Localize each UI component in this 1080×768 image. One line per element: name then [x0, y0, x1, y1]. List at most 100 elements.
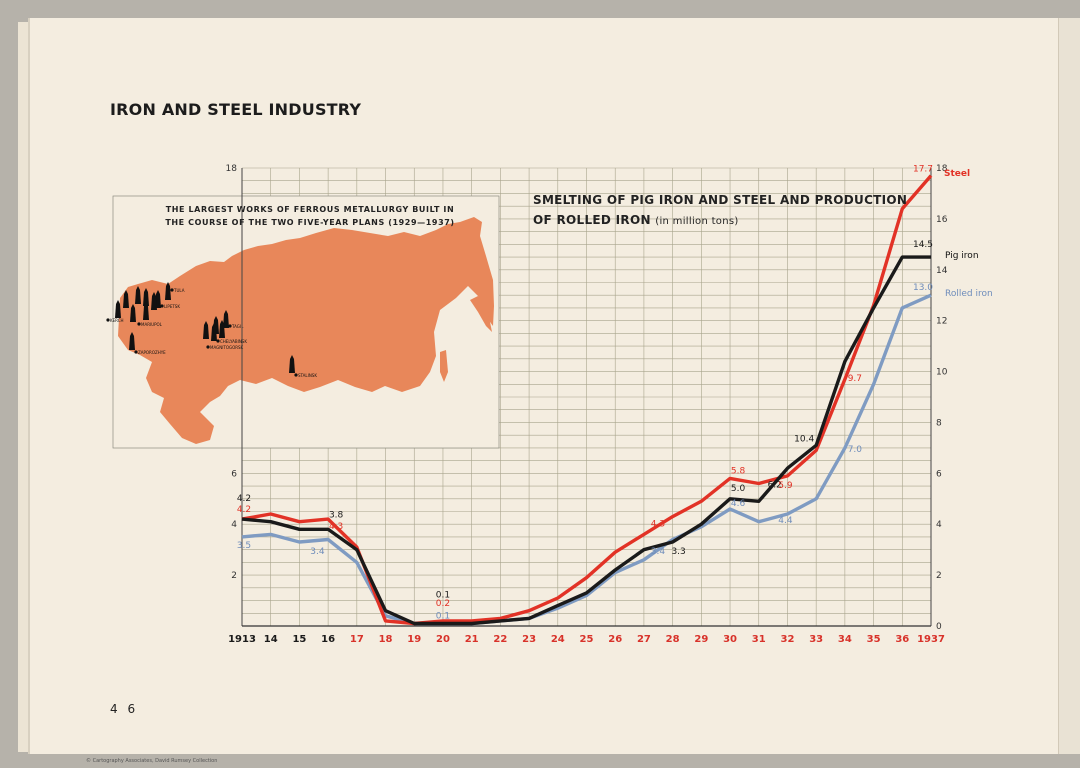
data-label: 4.3: [651, 519, 665, 529]
x-tick-label: 31: [752, 634, 766, 645]
data-label: 5.0: [731, 484, 746, 494]
blast-furnace-icon: [115, 300, 121, 318]
data-label: 0.1: [436, 611, 450, 621]
data-label: 13.0: [913, 283, 933, 293]
data-label: 14.5: [913, 240, 933, 250]
y-tick-right: 14: [936, 266, 948, 276]
x-tick-label: 29: [694, 634, 708, 645]
x-tick-label: 26: [608, 634, 622, 645]
blast-furnace-icon: [123, 290, 129, 308]
x-tick-label: 25: [580, 634, 594, 645]
x-tick-label: 22: [493, 634, 507, 645]
x-tick-label: 14: [264, 634, 278, 645]
city-dot: [137, 322, 141, 326]
series-label-rolled-iron: Rolled iron: [945, 289, 993, 299]
x-tick-label: 34: [838, 634, 852, 645]
series-line-steel: [241, 174, 933, 626]
data-label: 5.9: [778, 481, 793, 491]
blast-furnace-icon: [130, 304, 136, 322]
series-line-pig-iron: [241, 255, 931, 626]
x-tick-label: 21: [465, 634, 479, 645]
data-label: 6.2: [768, 480, 782, 490]
y-tick-left: 2: [231, 571, 237, 581]
series-label-pig-iron: Pig iron: [945, 251, 979, 261]
x-tick-label: 16: [321, 634, 335, 645]
city-label: MARIUPOL: [141, 322, 163, 327]
city-label: STALINSK: [298, 373, 317, 378]
data-label: 3.4: [651, 547, 666, 557]
data-label: 3.5: [237, 541, 251, 551]
data-label: 3.4: [310, 547, 325, 557]
page-title: IRON AND STEEL INDUSTRY: [110, 100, 362, 119]
data-label: 4.3: [329, 522, 343, 532]
data-label: 7.0: [848, 445, 863, 455]
x-tick-label: 24: [551, 634, 565, 645]
data-label: 4.2: [237, 494, 251, 504]
x-tick-label: 1937: [917, 634, 945, 645]
data-label: 10.4: [794, 434, 814, 444]
y-tick-right: 8: [936, 418, 942, 428]
page-number: 4 6: [110, 702, 139, 716]
map-title-line1: THE LARGEST WORKS OF FERROUS METALLURGY …: [165, 205, 455, 214]
kamchatka: [470, 296, 492, 332]
blast-furnace-icon: [143, 302, 149, 320]
blast-furnace-icon: [151, 292, 157, 310]
ussr-landmass: [118, 217, 494, 444]
y-tick-right: 4: [936, 520, 942, 530]
chart-unit: (in million tons): [655, 216, 739, 227]
city-label: KERCH: [110, 318, 124, 323]
data-label: 4.2: [237, 505, 251, 515]
city-dot: [106, 318, 110, 322]
y-tick-right: 16: [936, 215, 948, 225]
data-labels: 4.24.23.53.84.33.40.10.20.14.33.4 3.35.85…: [237, 165, 933, 622]
blast-furnace-icon: [165, 282, 171, 300]
data-label: 4.6: [731, 499, 746, 509]
city-label: CHELYABINSK: [220, 339, 247, 344]
y-tick-right: 0: [936, 622, 942, 632]
x-tick-label: 28: [666, 634, 680, 645]
x-tick-label: 18: [379, 634, 393, 645]
city-dot: [170, 288, 174, 292]
city-label: TAGIL: [231, 324, 244, 329]
x-tick-label: 30: [723, 634, 737, 645]
series-labels: Steel Pig iron Rolled iron: [944, 169, 993, 299]
x-tick-label: 1913: [228, 634, 256, 645]
x-tick-label: 19: [407, 634, 421, 645]
city-dot: [206, 345, 210, 349]
y-tick-left: 6: [231, 469, 237, 479]
x-tick-label: 15: [292, 634, 306, 645]
chart-title-line2-text: OF ROLLED IRON: [533, 213, 651, 227]
series-label-steel: Steel: [944, 169, 970, 179]
data-label: 0.1: [436, 590, 450, 600]
page-stack-edge: [18, 22, 30, 752]
credit-line: © Cartography Associates, David Rumsey C…: [86, 758, 218, 764]
x-tick-label: 17: [350, 634, 364, 645]
ironworks-markers: TULA LIPETSK KERCH MARIUPOL ZAPOROZHYE CHELYA…: [106, 282, 317, 378]
book-gutter: [1058, 18, 1080, 754]
chart-title-line2: OF ROLLED IRON (in million tons): [533, 210, 913, 232]
city-dot: [160, 304, 164, 308]
y-tick-left: 18: [226, 164, 238, 174]
x-tick-label: 23: [522, 634, 536, 645]
chart-title-line1: SMELTING OF PIG IRON AND STEEL AND PRODU…: [533, 193, 908, 207]
blast-furnace-icon: [289, 355, 295, 373]
city-label: ZAPOROZHYE: [138, 350, 166, 355]
map-title-line2: THE COURSE OF THE TWO FIVE-YEAR PLANS (1…: [165, 218, 455, 227]
city-dot: [294, 373, 298, 377]
sakhalin: [440, 350, 448, 382]
blast-furnace-icon: [143, 288, 149, 306]
x-tick-label: 32: [780, 634, 794, 645]
city-dot: [228, 324, 232, 328]
data-label: 5.8: [731, 466, 746, 476]
y-tick-right: 6: [936, 469, 942, 479]
blast-furnace-icon: [129, 332, 135, 350]
x-tick-label: 20: [436, 634, 450, 645]
map-title: THE LARGEST WORKS OF FERROUS METALLURGY …: [150, 203, 470, 229]
y-tick-left: 4: [231, 520, 237, 530]
x-tick-label: 35: [867, 634, 881, 645]
city-label: MAGNITOGORSK: [210, 345, 244, 350]
data-label: 17.7: [913, 165, 933, 175]
data-label: 9.7: [848, 374, 862, 384]
chart-title: SMELTING OF PIG IRON AND STEEL AND PRODU…: [533, 190, 913, 232]
